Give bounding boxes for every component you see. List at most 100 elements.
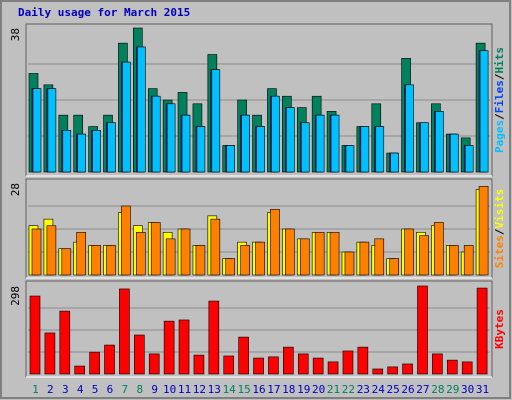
bar	[92, 130, 101, 173]
bar	[62, 130, 72, 173]
bar	[163, 320, 175, 375]
x-tick-label: 8	[136, 383, 143, 396]
x-tick-label: 21	[327, 383, 340, 396]
x-tick-label: 24	[372, 383, 386, 396]
x-tick-label: 10	[163, 383, 176, 396]
bar	[345, 145, 355, 173]
bar	[31, 228, 42, 276]
bar	[76, 231, 87, 276]
bar	[297, 353, 309, 375]
legend-entry: Pages	[493, 120, 506, 153]
bar	[121, 205, 131, 276]
bar	[165, 238, 176, 276]
bar	[150, 222, 161, 276]
bar	[299, 238, 310, 276]
bar	[271, 95, 280, 173]
x-tick-label: 25	[387, 383, 400, 396]
bar	[180, 228, 191, 276]
bar	[32, 88, 42, 173]
bar	[225, 258, 236, 276]
bar	[446, 359, 458, 375]
x-tick-label: 12	[193, 383, 206, 396]
bar	[46, 225, 57, 276]
bar	[448, 245, 459, 276]
bar	[359, 241, 370, 276]
bar	[389, 258, 399, 276]
legend: Sites/Visits	[493, 189, 506, 269]
legend: Pages/Files/Hits	[493, 47, 506, 153]
bar	[122, 61, 131, 173]
bar	[434, 222, 444, 276]
legend-entry: Sites	[493, 235, 506, 268]
bar	[137, 46, 146, 173]
bar	[270, 208, 280, 276]
bar	[286, 107, 295, 173]
bar	[435, 111, 444, 173]
bar	[449, 133, 459, 173]
bar	[74, 365, 86, 375]
legend-separator: /	[493, 73, 506, 80]
bar	[253, 357, 264, 375]
bar	[478, 185, 489, 276]
bar	[44, 332, 56, 375]
x-tick-label: 22	[342, 383, 355, 396]
bar	[432, 353, 443, 375]
x-tick-label: 9	[151, 383, 158, 396]
legend-separator: /	[493, 228, 506, 235]
bar	[211, 69, 221, 173]
bar	[476, 287, 488, 375]
bar	[196, 126, 206, 173]
bar	[330, 114, 340, 173]
x-tick-label: 27	[416, 383, 429, 396]
bar	[405, 84, 414, 173]
bar	[89, 351, 100, 375]
bar	[283, 346, 294, 375]
bar	[357, 346, 369, 375]
bar	[461, 361, 473, 375]
bar	[107, 122, 116, 173]
x-tick-label: 29	[446, 383, 459, 396]
x-tick-label: 4	[77, 383, 84, 396]
bar	[195, 245, 206, 276]
x-tick-label: 1	[32, 383, 39, 396]
bar	[210, 218, 221, 276]
bar	[104, 344, 115, 375]
bar	[255, 241, 265, 276]
bar	[285, 228, 295, 276]
x-tick-label: 26	[401, 383, 414, 396]
bar	[238, 336, 249, 375]
legend-separator: /	[493, 113, 506, 120]
x-tick-label: 17	[267, 383, 280, 396]
x-tick-label: 18	[282, 383, 295, 396]
bar	[193, 354, 205, 375]
bar	[181, 114, 191, 173]
x-tick-label: 2	[47, 383, 54, 396]
bar	[91, 245, 101, 276]
bar	[419, 235, 429, 276]
bar	[315, 114, 325, 173]
bar	[241, 114, 250, 173]
bar	[166, 103, 176, 173]
bar	[134, 334, 145, 375]
x-tick-label: 7	[122, 383, 129, 396]
bar	[119, 288, 130, 375]
x-tick-label: 30	[461, 383, 474, 396]
bar	[312, 357, 324, 375]
x-tick-label: 5	[92, 383, 99, 396]
bar	[106, 245, 116, 276]
bar	[47, 88, 57, 173]
chart-title: Daily usage for March 2015	[18, 6, 190, 19]
y-tick-label: 28	[9, 183, 22, 196]
bar	[59, 310, 71, 375]
x-tick-label: 14	[223, 383, 237, 396]
bar	[223, 355, 235, 375]
legend-entry: KBytes	[493, 309, 506, 349]
x-tick-label: 16	[252, 383, 265, 396]
bar	[390, 152, 399, 173]
bar	[464, 145, 474, 173]
x-tick-label: 13	[208, 383, 221, 396]
x-tick-label: 15	[237, 383, 250, 396]
legend-entry: Hits	[493, 47, 506, 74]
